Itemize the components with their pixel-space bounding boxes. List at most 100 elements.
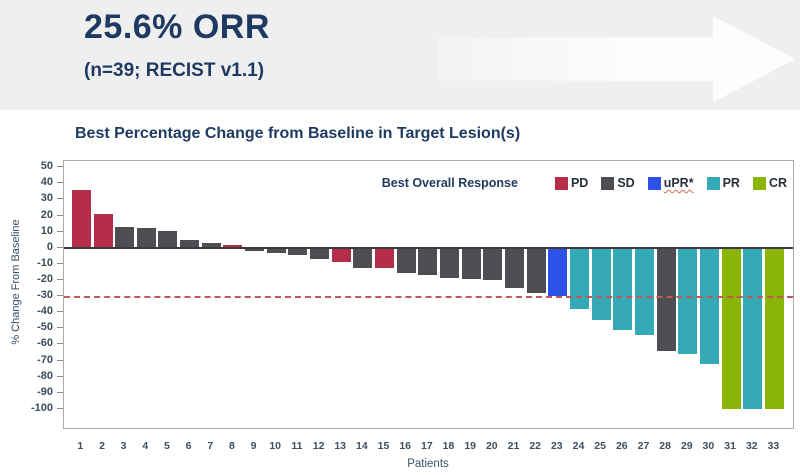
bar-patient-21 xyxy=(505,247,524,288)
minus-30-reference-line xyxy=(64,296,793,299)
bar-patient-3 xyxy=(115,226,135,248)
x-tick-label-29: 29 xyxy=(680,440,693,452)
bar-patient-26 xyxy=(613,247,633,330)
y-tick-label-20: 20 xyxy=(40,208,53,221)
waterfall-chart-panel: Best Percentage Change from Baseline in … xyxy=(0,110,800,475)
y-tick-mark xyxy=(57,359,63,361)
x-tick-label-11: 11 xyxy=(291,440,303,452)
bar-patient-14 xyxy=(353,247,373,268)
chart-title: Best Percentage Change from Baseline in … xyxy=(75,125,521,142)
y-tick-mark xyxy=(57,166,63,168)
bar-patient-1 xyxy=(71,189,91,248)
y-tick-label-10: 10 xyxy=(40,224,53,237)
bar-patient-19 xyxy=(461,247,481,280)
y-tick-mark xyxy=(57,407,63,409)
bar-patient-29 xyxy=(678,247,698,355)
bar-patient-2 xyxy=(93,213,113,248)
x-tick-label-16: 16 xyxy=(399,440,412,452)
header-banner: 25.6% ORR (n=39; RECIST v1.1) xyxy=(0,0,800,110)
bar-patient-22 xyxy=(526,247,546,293)
x-tick-label-32: 32 xyxy=(745,440,758,452)
x-tick-label-30: 30 xyxy=(702,440,715,452)
legend-item-PR: PR xyxy=(706,176,740,190)
x-tick-label-19: 19 xyxy=(464,440,477,452)
x-tick-label-28: 28 xyxy=(659,440,671,452)
y-tick-label--90: -90 xyxy=(37,385,53,398)
bar-patient-30 xyxy=(699,247,719,364)
x-tick-label-12: 12 xyxy=(312,440,325,452)
bar-patient-10 xyxy=(266,247,286,254)
bar-patient-5 xyxy=(158,230,178,248)
y-tick-label--40: -40 xyxy=(37,305,53,318)
y-tick-label-50: 50 xyxy=(40,160,53,173)
plot-area xyxy=(63,160,794,429)
legend-label: PD xyxy=(570,176,589,190)
orr-subline: (n=39; RECIST v1.1) xyxy=(84,60,265,81)
x-tick-label-2: 2 xyxy=(99,440,105,452)
y-tick-label-30: 30 xyxy=(40,192,53,205)
bar-patient-15 xyxy=(375,247,394,268)
bar-patient-4 xyxy=(136,228,156,248)
y-tick-mark xyxy=(57,391,63,393)
legend-title: Best Overall Response xyxy=(381,176,518,190)
bar-patient-8 xyxy=(223,245,243,248)
legend-item-PD: PD xyxy=(554,176,589,190)
x-tick-label-20: 20 xyxy=(485,440,498,452)
bar-patient-9 xyxy=(245,247,265,251)
y-tick-mark xyxy=(57,262,63,264)
bar-patient-16 xyxy=(396,247,416,273)
y-tick-label--70: -70 xyxy=(37,353,53,366)
x-tick-label-26: 26 xyxy=(615,440,628,452)
legend-swatch-PR xyxy=(706,176,720,190)
x-tick-label-14: 14 xyxy=(356,440,368,452)
x-tick-label-17: 17 xyxy=(421,440,433,452)
y-tick-mark xyxy=(57,278,63,280)
x-tick-label-31: 31 xyxy=(724,440,736,452)
right-arrow-graphic xyxy=(438,15,795,103)
bar-patient-7 xyxy=(201,242,221,248)
y-tick-mark xyxy=(57,198,63,200)
x-tick-label-3: 3 xyxy=(120,440,127,452)
x-tick-label-13: 13 xyxy=(334,440,347,452)
y-tick-label--10: -10 xyxy=(37,256,53,269)
orr-headline: 25.6% ORR xyxy=(84,8,270,46)
x-tick-label-23: 23 xyxy=(550,440,563,452)
y-tick-label--60: -60 xyxy=(37,337,53,350)
bar-patient-31 xyxy=(721,247,741,409)
y-tick-label--20: -20 xyxy=(37,272,53,285)
legend-item-CR: CR xyxy=(752,176,787,190)
legend-label: SD xyxy=(617,176,635,190)
legend-item-uPR: uPR* xyxy=(647,176,694,190)
legend-swatch-SD xyxy=(601,176,615,190)
x-tick-label-15: 15 xyxy=(377,440,390,452)
y-tick-mark xyxy=(57,343,63,345)
bar-patient-27 xyxy=(635,247,654,335)
legend-label: uPR* xyxy=(663,176,694,190)
legend-swatch-CR xyxy=(752,176,766,190)
y-tick-mark xyxy=(57,311,63,313)
x-tick-label-24: 24 xyxy=(572,440,585,452)
x-axis-title: Patients xyxy=(407,458,449,470)
bar-patient-24 xyxy=(570,247,589,309)
y-tick-label-0: 0 xyxy=(46,240,53,253)
y-tick-mark xyxy=(57,214,63,216)
y-tick-mark xyxy=(57,182,63,184)
bar-patient-20 xyxy=(483,247,503,280)
bar-patient-32 xyxy=(743,247,763,409)
legend-swatch-PD xyxy=(554,176,568,190)
x-tick-label-5: 5 xyxy=(163,440,170,452)
x-tick-label-10: 10 xyxy=(269,440,282,452)
x-tick-label-33: 33 xyxy=(767,440,780,452)
legend-label: PR xyxy=(722,176,740,190)
y-tick-label--80: -80 xyxy=(37,369,53,382)
bar-patient-28 xyxy=(656,247,676,351)
x-tick-label-22: 22 xyxy=(529,440,542,452)
bar-patient-13 xyxy=(331,247,351,263)
bar-patient-33 xyxy=(764,247,784,409)
x-tick-label-21: 21 xyxy=(507,440,520,452)
y-tick-label--30: -30 xyxy=(37,289,53,302)
x-tick-label-18: 18 xyxy=(442,440,455,452)
bar-patient-25 xyxy=(591,247,611,321)
bar-patient-11 xyxy=(288,247,308,255)
y-tick-mark xyxy=(57,295,63,297)
